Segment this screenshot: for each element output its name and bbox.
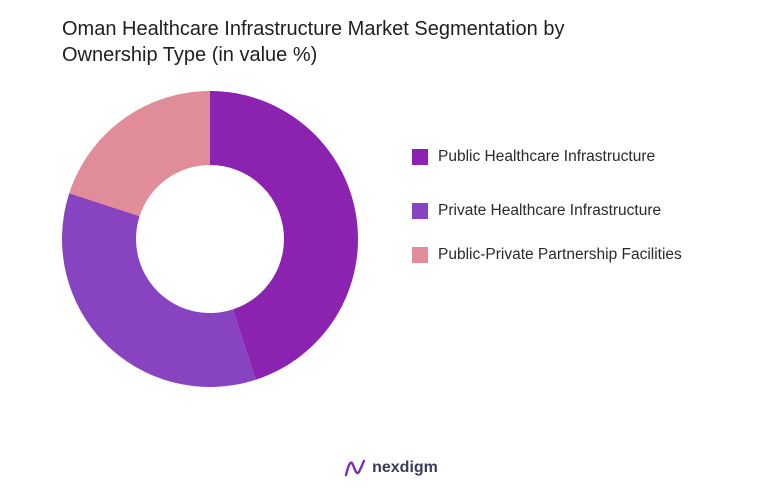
legend-swatch-public (412, 149, 428, 165)
legend-swatch-ppp (412, 247, 428, 263)
donut-slice-ppp[interactable] (69, 91, 210, 217)
chart-legend: Public Healthcare Infrastructure Private… (412, 146, 742, 266)
legend-label-public: Public Healthcare Infrastructure (438, 148, 656, 165)
nexdigm-logo-icon (344, 459, 366, 477)
legend-item-ppp[interactable]: Public-Private Partnership Facilities (412, 244, 742, 266)
legend-item-private[interactable]: Private Healthcare Infrastructure (412, 200, 742, 222)
donut-slice-public[interactable] (210, 91, 359, 380)
legend-label-private: Private Healthcare Infrastructure (438, 202, 662, 219)
chart-title: Oman Healthcare Infrastructure Market Se… (62, 16, 702, 68)
brand-footer: nexdigm (0, 458, 782, 478)
brand-name: nexdigm (372, 459, 438, 476)
legend-label-ppp: Public-Private Partnership Facilities (438, 246, 682, 263)
legend-swatch-private (412, 203, 428, 219)
legend-item-public[interactable]: Public Healthcare Infrastructure (412, 146, 742, 168)
chart-title-line-1: Oman Healthcare Infrastructure Market Se… (62, 18, 565, 40)
donut-slice-private[interactable] (61, 193, 256, 387)
chart-title-line-2: Ownership Type (in value %) (62, 44, 318, 66)
